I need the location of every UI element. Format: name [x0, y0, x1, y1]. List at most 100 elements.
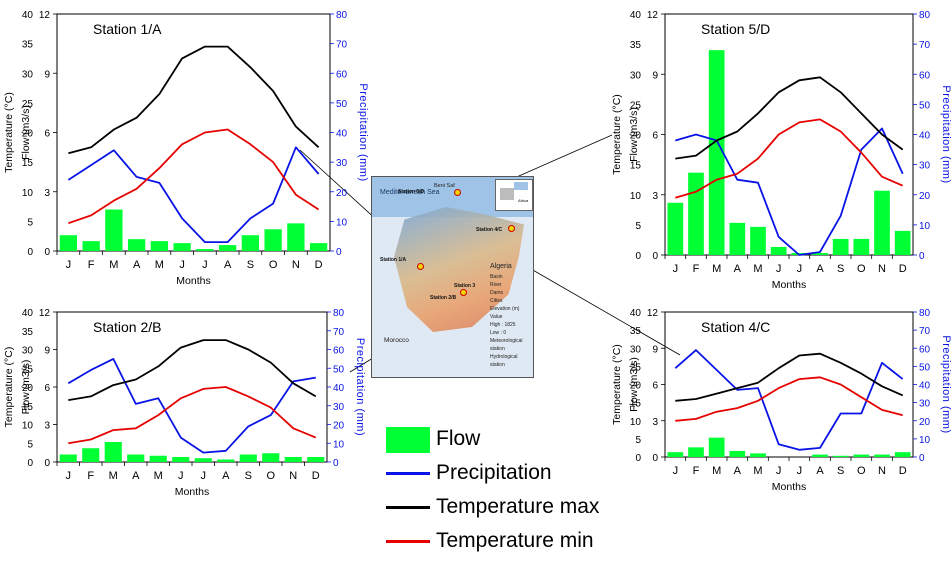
- station-1a-precip-tick-label: 50: [336, 99, 348, 110]
- station-4c-flow-bar: [812, 454, 828, 457]
- station-2b-flow-bar: [149, 455, 167, 462]
- station-1a-precip-tick-label: 30: [336, 158, 348, 169]
- station-2b-flow-bar: [172, 457, 190, 462]
- station-5d-x-tick-label: O: [857, 263, 866, 275]
- map-legend-low: Low : 0: [490, 330, 507, 336]
- station-2b-flow-tick-label: 12: [39, 308, 51, 319]
- station-2b-x-tick-label: S: [245, 470, 252, 482]
- station-4c-x-tick-label: A: [816, 465, 824, 477]
- station-2b-flow-bar: [127, 454, 145, 462]
- station-5d-flow-tick-label: 0: [652, 251, 658, 262]
- station-4c-tmin-line: [675, 376, 903, 422]
- station-5d-temp-tick-label: 30: [630, 70, 642, 81]
- station-4c-flow-bar: [853, 454, 870, 457]
- station-5d-flow-bar: [708, 50, 725, 256]
- station-5d-temp-tick-label: 20: [630, 131, 642, 142]
- station-5d-precipitation-line: [675, 127, 904, 256]
- station-1a-flow-bar: [241, 235, 260, 251]
- station-1a-flow-bar: [105, 209, 123, 251]
- station-1a-x-tick-label: A: [224, 259, 232, 271]
- station-1a-plot-frame: [56, 13, 331, 252]
- station-1a-x-tick-label: S: [247, 259, 254, 271]
- station-2b-x-tick-label: O: [266, 470, 275, 482]
- station-4c-precip-tick-label: 80: [919, 308, 931, 319]
- map-legend-basin: Basin: [490, 274, 503, 280]
- station-4c-precip-tick-label: 60: [919, 344, 931, 355]
- station-1a-x-tick-label: A: [133, 259, 141, 271]
- station-5d-tmin-line: [675, 118, 904, 199]
- station-5d-flow-bar: [688, 172, 704, 255]
- station-2b-precip-tick-label: 70: [333, 327, 345, 338]
- station-4c-flow-bar: [729, 450, 746, 457]
- station-4c-temp-tick-label: 5: [635, 435, 641, 446]
- station-2b-precip-tick-label: 50: [333, 364, 345, 375]
- station-2b-temp-tick-label: 10: [22, 421, 34, 432]
- station-5d-precip-tick-label: 30: [919, 161, 931, 172]
- station-2b-temp-tick-label: 15: [22, 402, 34, 413]
- station-2b-x-tick-label: J: [66, 470, 72, 482]
- map-sea-label: Mediterranean Sea: [380, 189, 440, 196]
- station-2b-x-axis-label: Months: [175, 486, 209, 498]
- legend-label-tmax: Temperature max: [436, 495, 600, 518]
- station-1a-precip-tick-label: 10: [336, 217, 348, 228]
- station-2b-temp-tick-label: 40: [22, 308, 34, 319]
- station-1a-title: Station 1/A: [93, 21, 162, 37]
- station-2b-flow-tick-label: 9: [44, 346, 50, 357]
- map-legend-hydro: Hydrological station: [490, 354, 518, 368]
- map-station-4: Station 4/C: [476, 227, 503, 233]
- station-5d-flow-bar: [750, 226, 766, 255]
- map-legend-meteo: Meteorological station: [490, 338, 523, 352]
- station-2b-title: Station 2/B: [93, 319, 162, 335]
- basin-map: Mediterranean Sea Africa Beni Saf Statio…: [371, 176, 534, 378]
- map-station-4-marker: [508, 225, 515, 232]
- station-4c-flow-bar: [874, 454, 890, 457]
- station-4c-x-tick-label: J: [673, 465, 679, 477]
- station-5d-precip-tick-label: 80: [919, 10, 931, 21]
- station-1a-x-tick-label: J: [179, 259, 185, 271]
- station-1a-temp-tick-label: 15: [22, 158, 34, 169]
- station-1a-x-tick-label: J: [66, 259, 72, 271]
- map-country-morocco: Morocco: [384, 337, 409, 344]
- station-2b-precip-tick-label: 40: [333, 383, 345, 394]
- station-5d-flow-bar: [812, 252, 828, 255]
- station-5d-tmax-line: [675, 76, 904, 160]
- station-4c-precip-axis-label: Precipitation (mm): [940, 335, 952, 433]
- station-5d-temp-tick-label: 40: [630, 10, 642, 21]
- station-2b-precip-axis-label: Precipitation (mm): [354, 338, 366, 436]
- station-2b-x-tick-label: F: [87, 470, 94, 482]
- station-2b-precip-tick-label: 30: [333, 402, 345, 413]
- map-city-label: Beni Saf: [434, 183, 455, 189]
- station-5d-flow-bar: [853, 238, 870, 255]
- station-4c-map-connector: [511, 257, 681, 356]
- station-4c-x-tick-label: M: [753, 465, 762, 477]
- station-2b-temp-tick-label: 0: [27, 458, 33, 469]
- station-4c-flow-bar: [708, 437, 725, 457]
- station-4c-x-tick-label: S: [837, 465, 844, 477]
- station-2b-x-tick-label: M: [154, 470, 163, 482]
- station-1a-flow-tick-label: 12: [39, 10, 51, 21]
- station-4c-temp-tick-label: 10: [630, 417, 642, 428]
- station-1a-temp-tick-label: 40: [22, 10, 34, 21]
- legend-swatch-precipitation: [386, 472, 430, 475]
- station-5d-temp-tick-label: 15: [630, 161, 642, 172]
- station-5d-precip-tick-label: 50: [919, 100, 931, 111]
- station-5d-precip-tick-label: 20: [919, 191, 931, 202]
- station-4c-precip-tick-label: 0: [919, 453, 925, 464]
- station-5d-temp-tick-label: 5: [635, 221, 641, 232]
- station-2b-flow-tick-label: 6: [44, 383, 50, 394]
- station-5d-x-tick-label: M: [712, 263, 721, 275]
- station-5d-temp-tick-label: 25: [630, 100, 642, 111]
- map-legend-elevation: Elevation (m): [490, 306, 520, 312]
- station-5d-x-tick-label: F: [693, 263, 700, 275]
- station-4c-temp-axis-label: Temperature (°C): [611, 344, 623, 425]
- map-country-algeria: Algeria: [490, 263, 512, 270]
- station-5d-flow-bar: [729, 222, 746, 255]
- inset-africa-label: Africa: [518, 198, 529, 203]
- station-5d-flow-tick-label: 6: [652, 131, 658, 142]
- station-2b-x-tick-label: N: [289, 470, 297, 482]
- station-5d-precip-tick-label: 70: [919, 40, 931, 51]
- station-4c-precip-tick-label: 40: [919, 381, 931, 392]
- station-1a-flow-axis-label: Flow (m3/s): [20, 105, 32, 160]
- station-1a-precipitation-line: [67, 146, 320, 244]
- station-5d-flow-bar: [894, 230, 911, 255]
